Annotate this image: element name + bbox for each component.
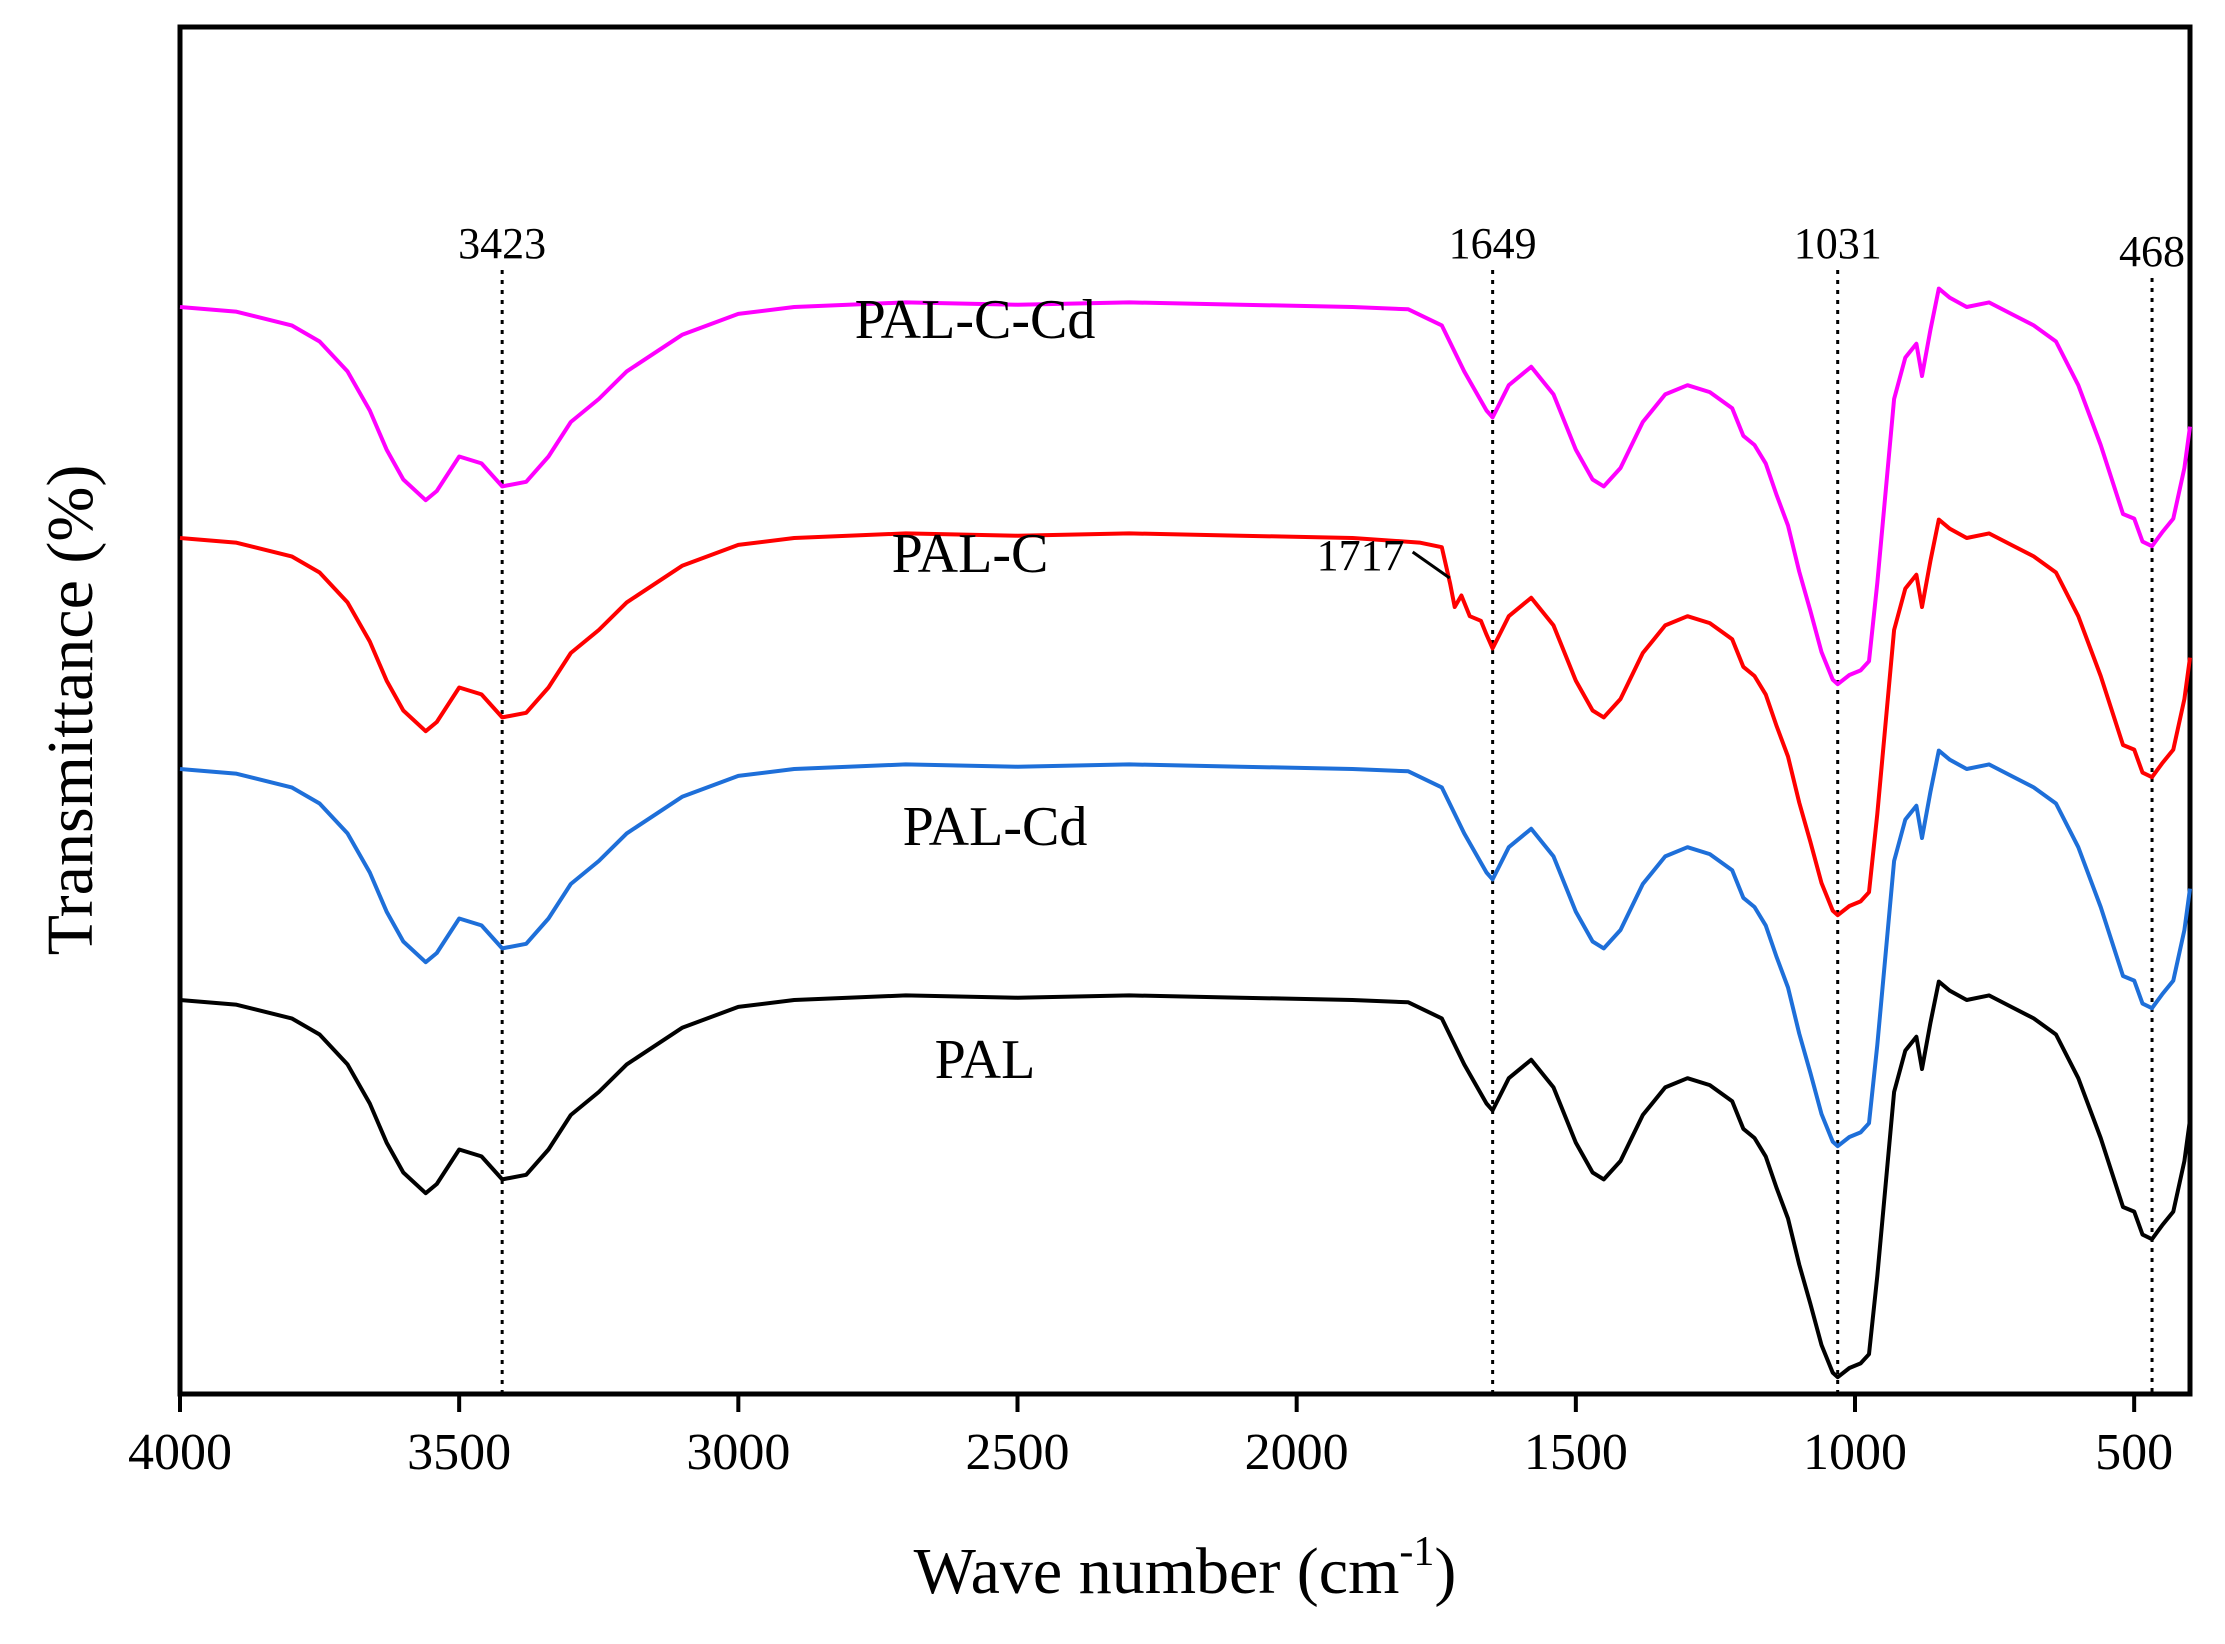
x-tick-label-1000: 1000 <box>1803 1424 1907 1481</box>
x-tick-label-1500: 1500 <box>1524 1424 1628 1481</box>
series-line-pal <box>179 979 2192 1380</box>
peak-lines: 3423 1649 1031 468 <box>458 219 2185 1392</box>
series-label-pal: PAL <box>935 1029 1036 1091</box>
x-tick-label-500: 500 <box>2095 1424 2173 1481</box>
x-axis-title-close: ) <box>1434 1535 1456 1608</box>
x-axis-title: Wave number (cm-1) <box>914 1529 1457 1608</box>
series-label-pal-c-cd: PAL-C-Cd <box>855 289 1096 351</box>
peak-label-3423: 3423 <box>458 219 546 268</box>
y-axis-title: Transmittance (%) <box>34 465 107 956</box>
plot-frame <box>177 24 2193 1397</box>
series-line-pal-c-cd <box>179 286 2192 687</box>
x-tick-label-4000: 4000 <box>128 1424 232 1481</box>
peak-label-1031: 1031 <box>1794 219 1882 268</box>
peak-label-468: 468 <box>2119 227 2185 276</box>
x-tick-label-2000: 2000 <box>1245 1424 1349 1481</box>
series-labels: PAL-C-Cd PAL-C PAL-Cd PAL <box>855 289 1096 1091</box>
annotation-label-1717: 1717 <box>1317 531 1405 580</box>
series-label-pal-cd: PAL-Cd <box>903 796 1088 858</box>
x-tick-label-3000: 3000 <box>686 1424 790 1481</box>
x-tick-label-2500: 2500 <box>966 1424 1070 1481</box>
peak-label-1649: 1649 <box>1449 219 1537 268</box>
x-tick-label-3500: 3500 <box>407 1424 511 1481</box>
series-label-pal-c: PAL-C <box>892 523 1049 585</box>
series-line-pal-cd <box>179 748 2192 1149</box>
x-axis-title-superscript: -1 <box>1399 1529 1434 1575</box>
annotations: 1717 <box>1317 531 1451 580</box>
series-group <box>179 286 2192 1380</box>
series-line-pal-c <box>179 517 2192 918</box>
x-axis-ticks: 4000 3500 3000 2500 2000 1500 1000 500 <box>128 1394 2173 1481</box>
annotation-pointer-1717 <box>1411 550 1451 580</box>
